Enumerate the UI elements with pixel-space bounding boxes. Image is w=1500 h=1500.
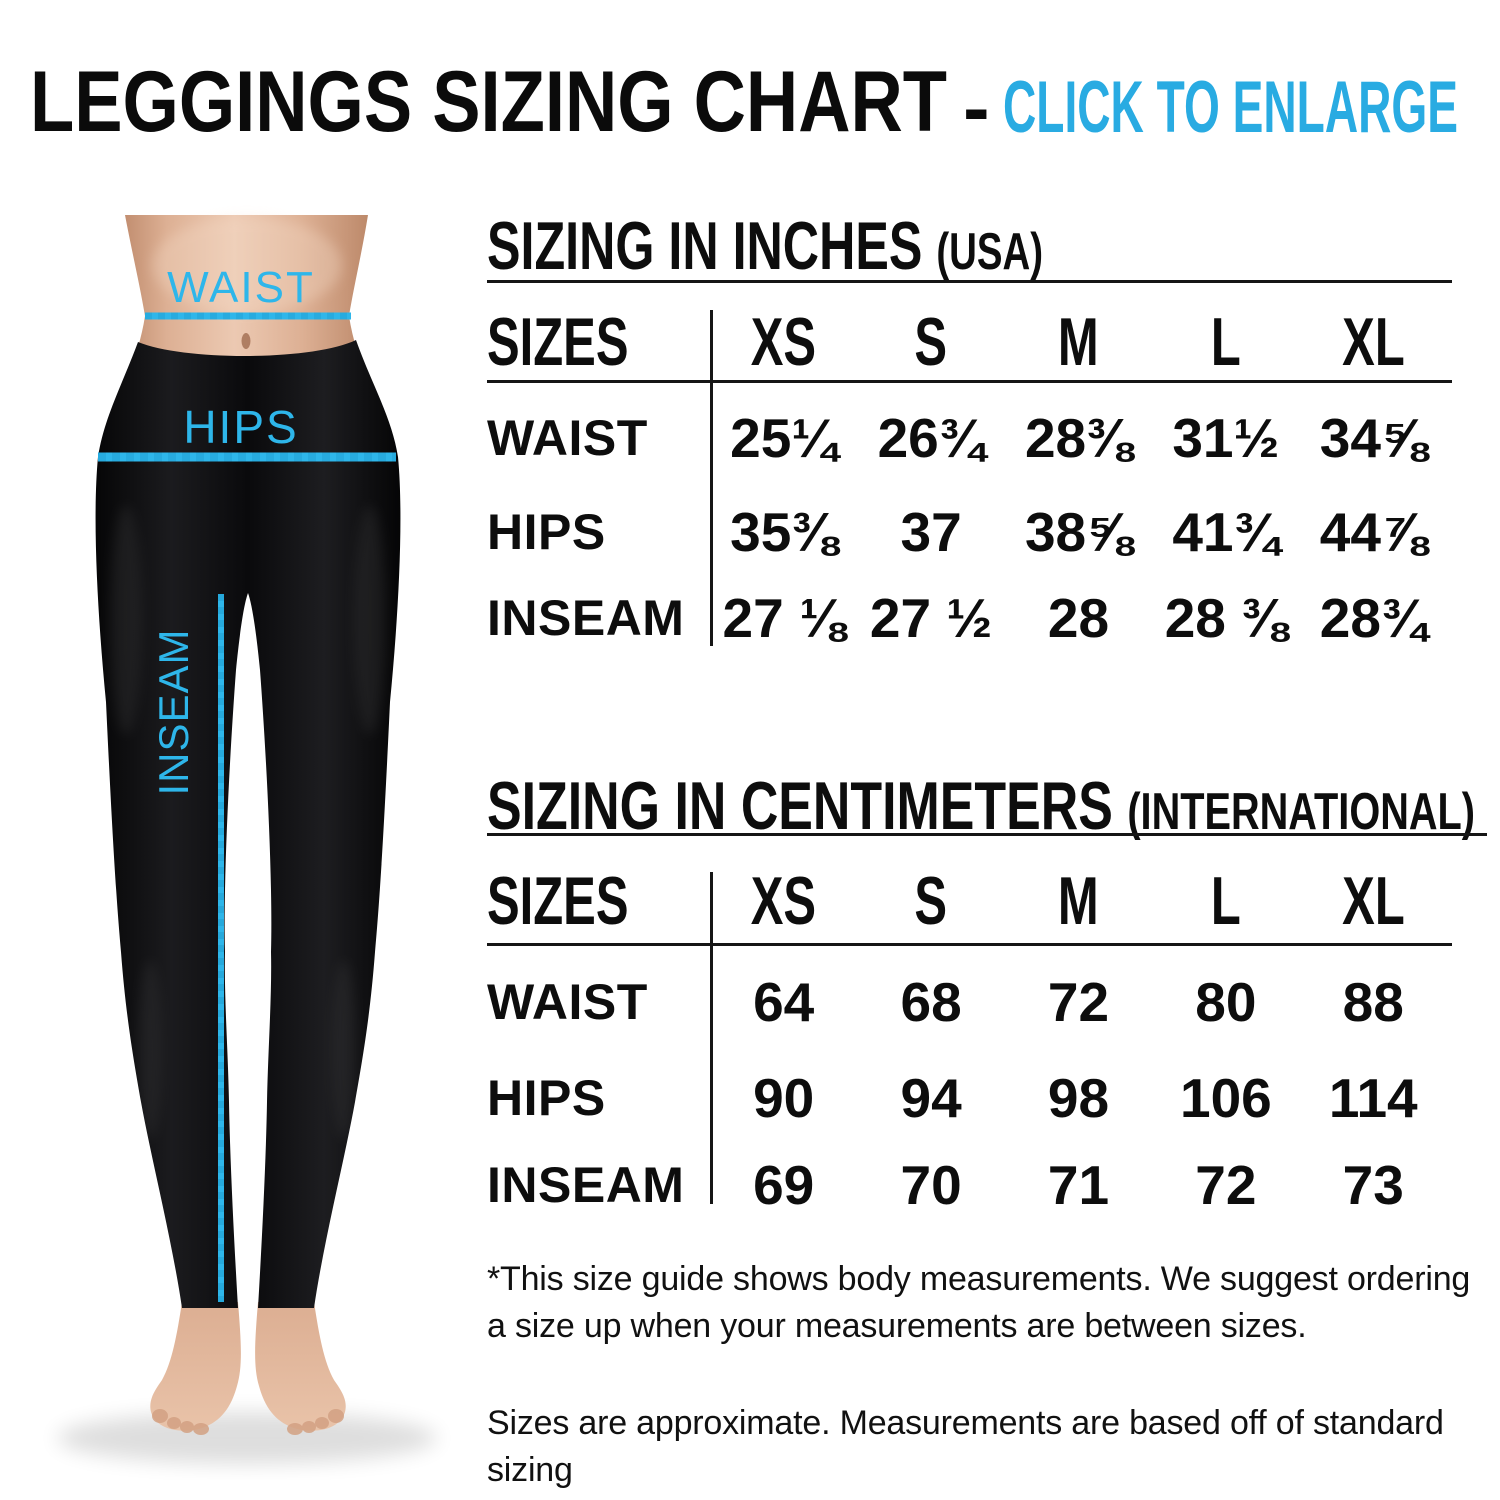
table-inches-heading: SIZING IN INCHES (USA) <box>487 212 1240 280</box>
column-header-xs: XS <box>751 304 817 380</box>
inseam-l: 28 ⅜ <box>1164 586 1288 649</box>
column-header-s: S <box>914 863 948 939</box>
table-cm-title: SIZING IN CENTIMETERS <box>487 768 1113 844</box>
toes <box>152 1409 344 1435</box>
hips-xl: 114 <box>1328 1066 1418 1129</box>
inseam-xs: 27 ⅛ <box>722 586 845 649</box>
leggings <box>95 340 401 1308</box>
table-inches-region-note: (USA) <box>936 223 1043 281</box>
leggings-figure: WAIST HIPS INSEAM <box>57 215 437 1464</box>
hips-s: 37 <box>900 500 962 563</box>
waist-xl: 88 <box>1342 970 1404 1033</box>
leggings-sheen-right <box>354 505 386 735</box>
page-title: LEGGINGS SIZING CHART <box>30 54 947 150</box>
column-divider <box>710 310 713 646</box>
hips-s: 94 <box>900 1066 962 1129</box>
row-label-inseam: INSEAM <box>487 1157 685 1213</box>
column-header-m: M <box>1058 863 1099 939</box>
table-row-hips: HIPS 35⅜ 37 38⅝ 41¾ 44⅞ <box>487 502 1447 562</box>
waist-m: 28⅜ <box>1024 406 1132 469</box>
waist-label: WAIST <box>167 263 315 312</box>
hips-xs: 35⅜ <box>730 500 838 563</box>
waist-l: 31½ <box>1172 406 1280 469</box>
table-inches-header-row: SIZES XS S M L XL <box>487 308 1447 376</box>
table-cm-header-row: SIZES XS S M L XL <box>487 867 1447 935</box>
leggings-sheen-knee-left <box>138 960 162 1140</box>
table-row-inseam: INSEAM 27 ⅛ 27 ½ 28 28 ⅜ 28¾ <box>487 588 1447 648</box>
hips-m: 98 <box>1047 1066 1110 1129</box>
hips-xl: 44⅞ <box>1319 500 1427 563</box>
hips-l: 106 <box>1179 1066 1272 1129</box>
inseam-m: 28 <box>1047 586 1110 649</box>
heading-rule <box>487 833 1487 836</box>
table-row-waist: WAIST 25¼ 26¾ 28⅜ 31½ 34⅝ <box>487 408 1447 468</box>
hips-l: 41¾ <box>1172 500 1280 563</box>
inseam-xl: 28¾ <box>1319 586 1427 649</box>
row-label-inseam: INSEAM <box>487 590 685 646</box>
hips-label: HIPS <box>183 401 298 453</box>
column-header-sizes: SIZES <box>487 863 629 939</box>
waist-xs: 64 <box>753 970 815 1033</box>
heading-rule <box>487 280 1452 283</box>
table-row-inseam: INSEAM 69 70 71 72 73 <box>487 1155 1447 1215</box>
hips-m: 38⅝ <box>1024 500 1132 563</box>
waist-l: 80 <box>1195 970 1257 1033</box>
inseam-s: 27 ½ <box>869 586 993 649</box>
table-centimeters: SIZING IN CENTIMETERS (INTERNATIONAL) SI… <box>487 772 1487 1232</box>
column-header-m: M <box>1058 304 1099 380</box>
size-guide-note: *This size guide shows body measurements… <box>487 1260 1471 1345</box>
leggings-sheen-left <box>110 505 142 735</box>
header-rule <box>487 380 1452 383</box>
click-to-enlarge-link[interactable]: CLICK TO ENLARGE <box>1003 67 1458 148</box>
inseam-m: 71 <box>1047 1153 1110 1216</box>
table-row-waist: WAIST 64 68 72 80 88 <box>487 972 1447 1032</box>
row-label-waist: WAIST <box>487 974 648 1030</box>
column-header-xs: XS <box>751 863 817 939</box>
waist-s: 26¾ <box>877 406 985 469</box>
column-header-l: L <box>1210 304 1241 380</box>
waist-xs: 25¼ <box>730 406 838 469</box>
column-header-l: L <box>1210 863 1241 939</box>
title-separator: - <box>963 63 990 152</box>
column-header-s: S <box>914 304 948 380</box>
right-foot <box>255 1302 346 1431</box>
approximate-note: Sizes are approximate. Measurements are … <box>487 1404 1444 1489</box>
inseam-xs: 69 <box>753 1153 815 1216</box>
column-divider <box>710 872 713 1204</box>
floor-shadow <box>57 1412 437 1464</box>
hips-xs: 90 <box>753 1066 815 1129</box>
left-foot <box>150 1302 241 1431</box>
column-header-xl: XL <box>1341 304 1405 380</box>
row-label-waist: WAIST <box>487 410 648 466</box>
leggings-sheen-knee-right <box>332 960 356 1140</box>
inseam-label: INSEAM <box>150 628 197 795</box>
waist-s: 68 <box>900 970 962 1033</box>
row-label-hips: HIPS <box>487 1070 606 1126</box>
waist-m: 72 <box>1047 970 1110 1033</box>
table-inches-title: SIZING IN INCHES <box>487 208 923 284</box>
navel <box>241 333 251 349</box>
column-header-xl: XL <box>1341 863 1405 939</box>
inseam-s: 70 <box>900 1153 962 1216</box>
table-cm-heading: SIZING IN CENTIMETERS (INTERNATIONAL) <box>487 772 1500 840</box>
column-header-sizes: SIZES <box>487 304 629 380</box>
waist-xl: 34⅝ <box>1319 406 1427 469</box>
header-rule <box>487 943 1452 946</box>
table-row-hips: HIPS 90 94 98 106 114 <box>487 1068 1447 1128</box>
inseam-l: 72 <box>1195 1153 1257 1216</box>
torso-highlight <box>152 217 342 313</box>
row-label-hips: HIPS <box>487 504 606 560</box>
table-cm-region-note: (INTERNATIONAL) <box>1127 783 1475 841</box>
inseam-xl: 73 <box>1342 1153 1404 1216</box>
table-inches: SIZING IN INCHES (USA) SIZES XS S M L XL… <box>487 212 1452 662</box>
